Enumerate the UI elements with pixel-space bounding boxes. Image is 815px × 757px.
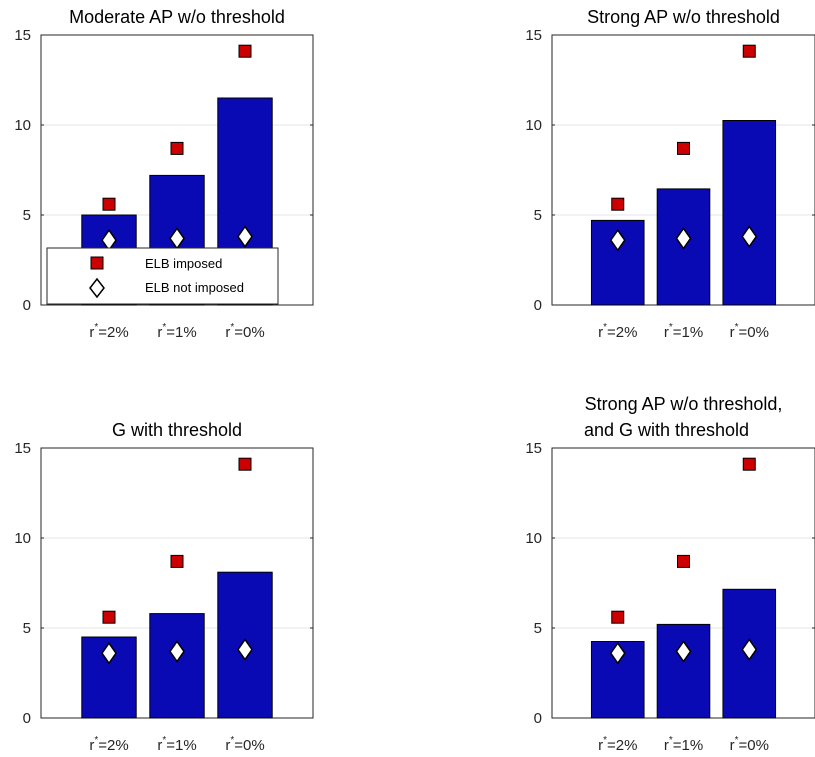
marker-elb-not-imposed: [237, 638, 253, 661]
legend-label: ELB not imposed: [145, 280, 244, 295]
y-tick-label: 5: [534, 620, 542, 637]
marker-elb-not-imposed: [741, 638, 758, 661]
chart-title: G with threshold: [112, 420, 242, 440]
marker-elb-not-imposed: [675, 640, 692, 663]
x-tick-label: r*=2%: [598, 735, 637, 754]
x-tick-label: r*=0%: [225, 322, 264, 341]
y-tick-label: 5: [534, 207, 542, 224]
y-tick-label: 10: [14, 530, 31, 547]
x-tick-label: r*=0%: [225, 735, 264, 754]
marker-elb-imposed: [170, 141, 184, 155]
marker-elb-not-imposed: [609, 228, 626, 252]
marker-elb-not-imposed: [169, 640, 185, 663]
y-tick-label: 15: [525, 27, 542, 44]
marker-elb-imposed: [677, 141, 690, 155]
y-tick-label: 0: [534, 297, 542, 314]
y-tick-label: 10: [525, 530, 542, 547]
x-tick-label: r*=1%: [664, 322, 703, 341]
marker-elb-imposed: [238, 457, 252, 471]
chart-title: Moderate AP w/o threshold: [69, 7, 285, 27]
x-tick-label: r*=2%: [598, 322, 637, 341]
marker-elb-imposed: [742, 457, 756, 471]
y-tick-label: 0: [23, 710, 31, 727]
x-tick-label: r*=2%: [89, 322, 128, 341]
y-tick-label: 15: [525, 440, 542, 457]
marker-elb-not-imposed: [675, 227, 692, 250]
bar: [656, 623, 711, 719]
marker-elb-imposed: [170, 554, 184, 568]
x-tick-label: r*=2%: [89, 735, 128, 754]
y-tick-label: 0: [534, 710, 542, 727]
y-tick-label: 10: [14, 117, 31, 134]
y-tick-label: 10: [525, 117, 542, 134]
x-tick-label: r*=1%: [157, 322, 196, 341]
x-tick-label: r*=1%: [664, 735, 703, 754]
legend: ELB imposed ELB not imposed: [46, 247, 279, 305]
y-tick-label: 5: [23, 620, 31, 637]
legend-diamond-icon: [89, 277, 105, 299]
marker-elb-imposed: [742, 44, 756, 58]
marker-elb-imposed: [102, 197, 116, 211]
chart-title: Strong AP w/o threshold,: [585, 394, 783, 414]
chart-panel-2: 0 5 10 15 r*=2% r*=1% r*=0% Strong AP w/o thres…: [525, 7, 815, 341]
y-tick-label: 15: [14, 27, 31, 44]
marker-elb-imposed: [611, 197, 625, 211]
chart-panel-3: 0 5 10 15 r*=2% r*=1% r*=0% G with threshold: [14, 420, 314, 754]
y-tick-label: 0: [23, 297, 31, 314]
x-tick-label: r*=1%: [157, 735, 196, 754]
marker-elb-imposed: [238, 44, 252, 58]
marker-elb-imposed: [677, 554, 690, 568]
y-tick-label: 15: [14, 440, 31, 457]
legend-label: ELB imposed: [145, 256, 222, 271]
chart-title: Strong AP w/o threshold: [587, 7, 780, 27]
marker-elb-not-imposed: [237, 225, 253, 248]
chart-title-line2: and G with threshold: [584, 420, 749, 440]
x-tick-label: r*=0%: [730, 735, 769, 754]
x-tick-label: r*=0%: [730, 322, 769, 341]
marker-elb-not-imposed: [741, 225, 758, 248]
y-tick-label: 5: [23, 207, 31, 224]
marker-elb-not-imposed: [609, 641, 626, 665]
legend-square-icon: [90, 256, 104, 270]
chart-panel-4: 0 5 10 15 r*=2% r*=1% r*=0% Strong AP w/o thres…: [525, 394, 815, 754]
marker-elb-imposed: [611, 610, 625, 624]
legend-box: [46, 247, 279, 305]
bar: [722, 120, 777, 306]
bar: [149, 613, 205, 719]
marker-elb-not-imposed: [101, 641, 117, 665]
marker-elb-imposed: [102, 610, 116, 624]
